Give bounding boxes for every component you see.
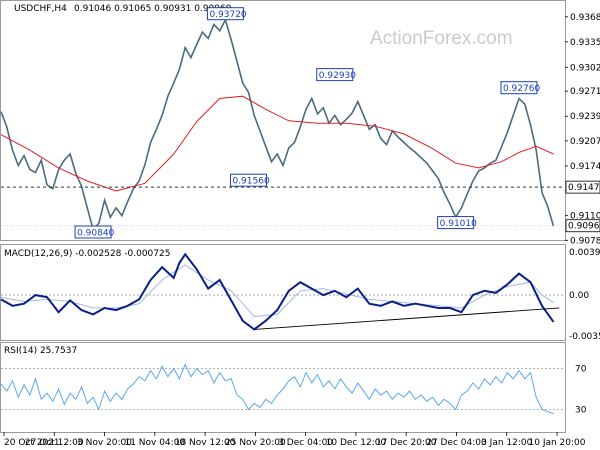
price-annotation-text: 0.90840 (77, 229, 114, 239)
price-annotation-1: 0.91560 (229, 173, 270, 187)
price-annotation-box (500, 81, 538, 95)
chart-ohlc-values: 0.91046 0.91065 0.90931 0.90969 (74, 4, 232, 14)
price-level-tag-box (565, 180, 600, 194)
price-annotation-5: 0.90840 (74, 225, 115, 239)
x-tick-label: 10 Jan 20:00 (529, 438, 586, 448)
moving-average-line (0, 95, 554, 192)
price-annotation-box (74, 225, 112, 239)
chart-symbol-label: USDCHF,H4 (14, 4, 67, 14)
x-tick-label: 25 Nov 20:00 (225, 438, 286, 448)
macd-plot (0, 252, 565, 331)
macd-main-line (0, 252, 555, 331)
x-tick-label: 18 Nov 12:00 (175, 438, 236, 448)
macd-title: MACD(12,26,9) -0.002528 -0.000725 (4, 249, 170, 259)
price-y-tick-label: 0.93025 (570, 63, 600, 73)
price-annotation-text: 0.92930 (319, 71, 356, 81)
price-annotation-text: 0.92760 (503, 84, 540, 94)
panel-frames (0, 0, 566, 433)
price-annotation-text: 0.93720 (209, 10, 246, 20)
price-annotation-0: 0.93720 (206, 7, 247, 21)
price-annotation-4: 0.91010 (437, 216, 477, 230)
price-annotation-box (316, 68, 354, 82)
x-tick-label: 27 Oct 12:00 (25, 438, 84, 448)
rsi-line (0, 363, 554, 415)
macd-trendline (254, 307, 560, 330)
price-annotation-text: 0.91560 (232, 177, 269, 187)
price-y-tick-label: 0.92715 (570, 87, 600, 97)
price-annotation-box (206, 7, 244, 21)
x-tick-label: 27 Dec 04:00 (426, 438, 487, 448)
price-panel-frame (0, 0, 566, 241)
rsi-plot (0, 363, 565, 415)
macd-y-tick-label: 0.003944 (569, 248, 600, 258)
x-tick-label: 3 Nov 20:00 (77, 438, 132, 448)
watermark: ActionForex.com (370, 28, 513, 49)
rsi-y-tick-label: 70 (575, 365, 587, 375)
price-annotation-text: 0.91010 (440, 219, 477, 229)
x-tick-label: 11 Nov 04:00 (124, 438, 185, 448)
macd-y-tick-label: 0.00 (569, 291, 589, 301)
price-y-tick-label: 0.91745 (570, 162, 600, 172)
price-level-tag-text: 0.90969 (568, 222, 600, 232)
price-annotation-3: 0.92760 (500, 81, 540, 95)
price-title: USDCHF,H4 0.91046 0.91065 0.90931 0.9096… (14, 4, 232, 14)
price-annotation-box (437, 216, 475, 230)
x-tick-label: 20 Oct 2021 (4, 438, 60, 448)
x-tick-label: 10 Dec 12:00 (326, 438, 387, 448)
x-tick-label: 17 Dec 20:00 (376, 438, 437, 448)
rsi-y-tick-label: 30 (575, 406, 587, 416)
rsi-panel-frame (0, 342, 566, 433)
price-level-tag-1: 0.90969 (565, 219, 600, 233)
price-series-line (0, 17, 555, 232)
macd-y-tick-label: -0.003506 (569, 332, 600, 342)
macd-signal-line (0, 264, 554, 318)
x-tick-label: 3 Dec 04:00 (278, 438, 333, 448)
macd-panel-frame (0, 244, 566, 341)
rsi-title: RSI(14) 25.7537 (4, 346, 77, 356)
price-annotation-box (229, 173, 267, 187)
price-annotation-2: 0.92930 (316, 68, 356, 82)
x-tick-label: 3 Jan 12:00 (481, 438, 533, 448)
price-plot: 0.93720 0.91560 0.92930 0.92760 0.91010 0.908… (0, 7, 565, 239)
price-y-tick-label: 0.93355 (570, 38, 600, 48)
price-level-tag-box (565, 219, 600, 233)
